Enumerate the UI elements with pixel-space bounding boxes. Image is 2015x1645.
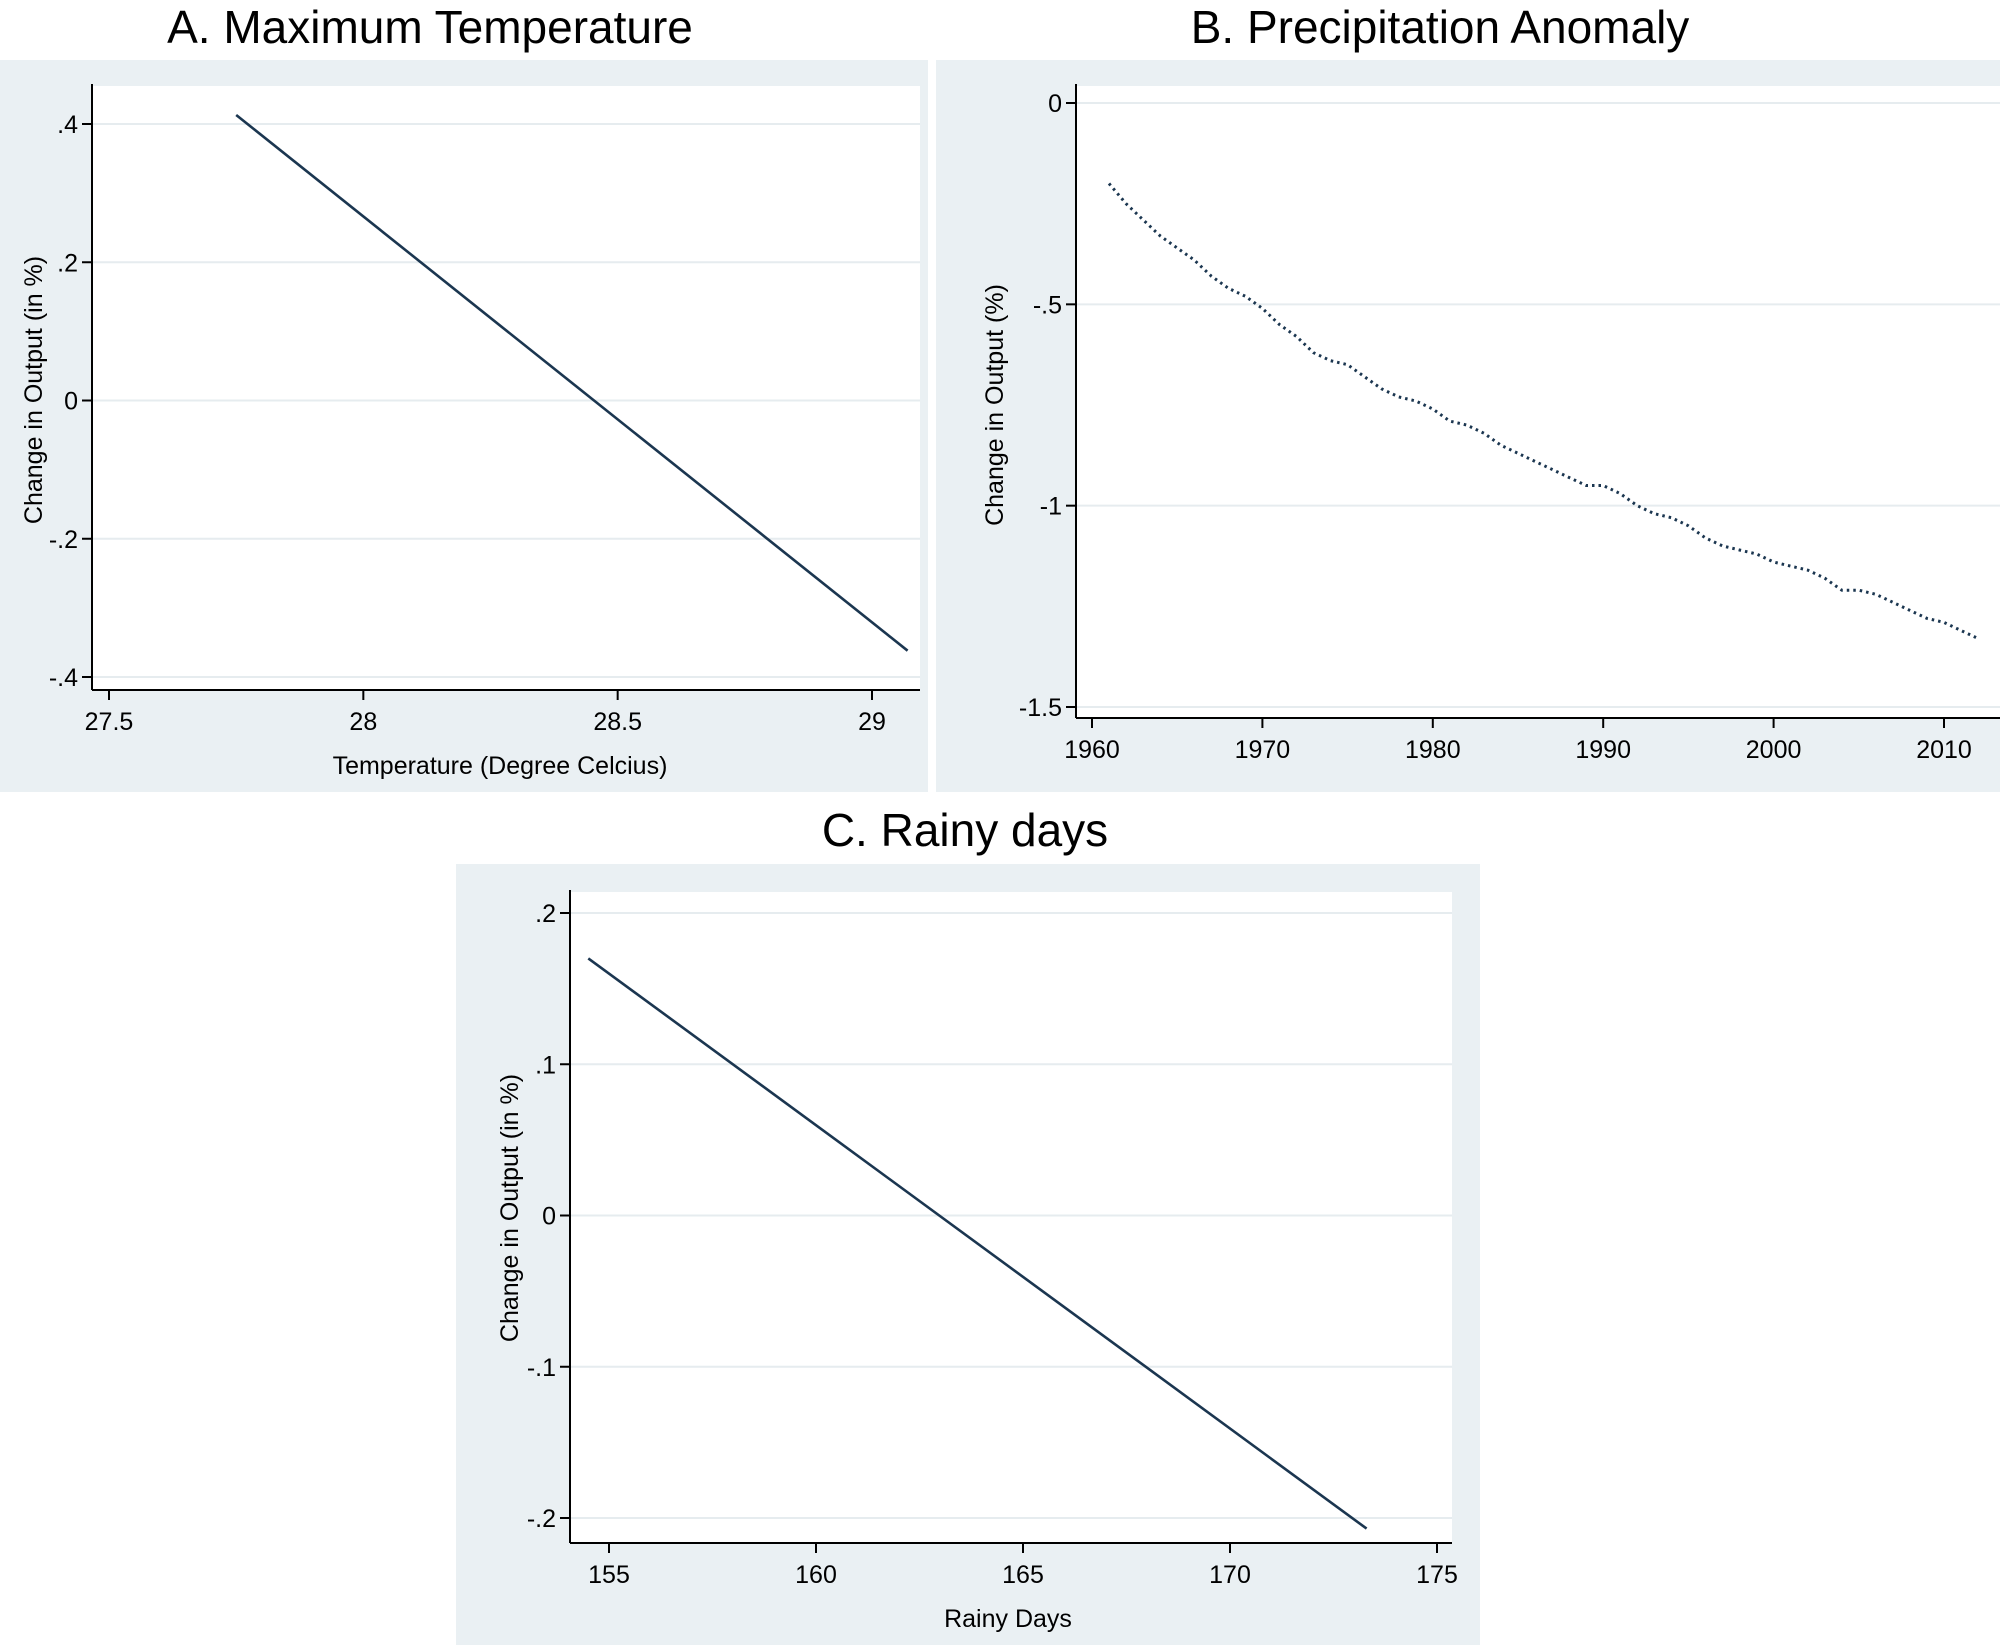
chart-b-y-tick-label: -1 — [1040, 493, 1062, 521]
chart-c-x-tick-label: 155 — [588, 1561, 630, 1589]
chart-b-x-tick-label: 2000 — [1746, 736, 1802, 764]
chart-a-y-tick-label: .4 — [57, 111, 78, 139]
chart-b-x-tick-label: 2010 — [1916, 736, 1972, 764]
chart-a-series-line — [235, 113, 909, 652]
chart-a-y-tick-label: -.4 — [49, 664, 78, 692]
chart-b-y-tick-label: -1.5 — [1019, 694, 1062, 722]
chart-b-y-tick-label: 0 — [1048, 90, 1062, 118]
chart-a-x-tick-label: 29 — [858, 708, 886, 736]
chart-b-y-axis-title: Change in Output (%) — [981, 284, 1009, 526]
chart-c-x-tick-label: 165 — [1002, 1561, 1044, 1589]
chart-c-y-tick-label: -.2 — [527, 1505, 556, 1533]
chart-c-x-tick-label: 170 — [1209, 1561, 1251, 1589]
chart-c-x-tick-label: 175 — [1416, 1561, 1458, 1589]
chart-b-x-tick-label: 1990 — [1575, 736, 1631, 764]
chart-a-title: A. Maximum Temperature — [167, 1, 693, 53]
chart-c-x-tick-label: 160 — [795, 1561, 837, 1589]
chart-a-y-tick-label: 0 — [64, 388, 78, 416]
chart-a-plot-area — [92, 86, 920, 690]
chart-c-y-tick-label: .2 — [535, 900, 556, 928]
chart-c-y-tick-label: -.1 — [527, 1354, 556, 1382]
chart-a-y-tick-label: .2 — [57, 249, 78, 277]
chart-b-title: B. Precipitation Anomaly — [1190, 1, 1690, 53]
chart-a-x-tick-label: 28.5 — [593, 708, 642, 736]
chart-c-series-line — [587, 957, 1368, 1530]
chart-c-x-axis-title: Rainy Days — [944, 1605, 1072, 1633]
chart-c-y-axis-title: Change in Output (in %) — [496, 1074, 524, 1342]
chart-b-plot-area — [1076, 86, 2000, 718]
chart-c-y-tick-label: 0 — [542, 1203, 556, 1231]
chart-c-y-tick-label: .1 — [535, 1051, 556, 1079]
chart-c-title: C. Rainy days — [821, 804, 1109, 856]
chart-b-x-tick-label: 1980 — [1405, 736, 1461, 764]
chart-b-y-tick-label: -.5 — [1033, 291, 1062, 319]
chart-c-plot-area — [570, 892, 1452, 1543]
chart-b-x-tick-label: 1970 — [1235, 736, 1291, 764]
chart-a-x-axis-title: Temperature (Degree Celcius) — [333, 752, 668, 780]
chart-a-x-tick-label: 27.5 — [85, 708, 134, 736]
chart-a-x-tick-label: 28 — [349, 708, 377, 736]
chart-a-y-axis-title: Change in Output (in %) — [20, 256, 48, 524]
chart-b-x-tick-label: 1960 — [1064, 736, 1120, 764]
chart-a-y-tick-label: -.2 — [49, 526, 78, 554]
chart-b-series-line — [1107, 182, 1979, 640]
